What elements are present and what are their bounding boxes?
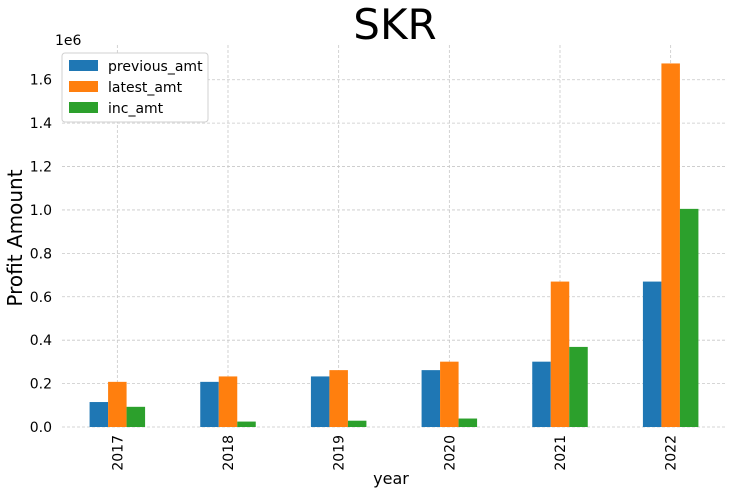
y-tick-label: 1.2 [30, 160, 52, 176]
x-tick-label: 2022 [664, 435, 680, 471]
y-tick-label: 0.0 [30, 420, 52, 436]
axis-layer: 0.0 0.2 0.4 0.6 0.8 1.0 1.2 1.4 1.6 2017 2018 2019 2… [30, 73, 680, 471]
y-axis-label: Profit Amount [3, 169, 27, 306]
bar-latest_amt-2019 [329, 370, 348, 427]
bar-inc_amt-2022 [679, 208, 699, 427]
bar-previous_amt-2020 [421, 370, 441, 427]
x-tick-label: 2020 [442, 435, 458, 471]
bar-latest_amt-2020 [440, 361, 459, 427]
bar-previous_amt-2019 [310, 376, 330, 427]
bar-previous_amt-2021 [532, 361, 551, 427]
y-scale-label: 1e6 [55, 33, 82, 49]
y-tick-label: 1.6 [30, 73, 52, 89]
legend-swatch-inc_amt [69, 102, 98, 113]
legend-label-inc_amt: inc_amt [108, 101, 164, 117]
bar-previous_amt-2017 [89, 402, 109, 427]
bar-inc_amt-2021 [569, 346, 588, 427]
x-tick-label: 2019 [332, 435, 348, 471]
chart-title: SKR [353, 0, 436, 49]
y-tick-label: 0.2 [30, 377, 52, 393]
legend: previous_amt latest_amt inc_amt [61, 52, 209, 123]
x-tick-label: 2018 [221, 435, 237, 471]
bar-inc_amt-2017 [126, 406, 146, 427]
bar-inc_amt-2018 [237, 421, 256, 427]
legend-swatch-previous_amt [69, 60, 98, 71]
x-axis-label: year [373, 469, 409, 488]
bar-latest_amt-2022 [661, 63, 680, 428]
legend-frame [61, 52, 209, 123]
bar-latest_amt-2017 [108, 381, 127, 427]
bar-latest_amt-2018 [218, 376, 238, 427]
bar-inc_amt-2020 [458, 418, 478, 427]
bars-layer [89, 63, 699, 428]
x-tick-label: 2021 [553, 435, 569, 471]
legend-label-previous_amt: previous_amt [108, 59, 203, 75]
bar-latest_amt-2021 [550, 281, 570, 427]
legend-label-latest_amt: latest_amt [108, 80, 183, 96]
y-tick-label: 0.8 [30, 246, 52, 262]
legend-swatch-latest_amt [69, 81, 98, 92]
bar-previous_amt-2022 [642, 281, 662, 427]
y-tick-label: 0.6 [30, 290, 52, 306]
bar-previous_amt-2018 [200, 381, 219, 427]
x-tick-label: 2017 [110, 435, 126, 471]
y-tick-label: 1.4 [30, 116, 52, 132]
y-tick-label: 0.4 [30, 333, 52, 349]
y-tick-label: 1.0 [30, 203, 52, 219]
bar-inc_amt-2019 [347, 420, 367, 427]
